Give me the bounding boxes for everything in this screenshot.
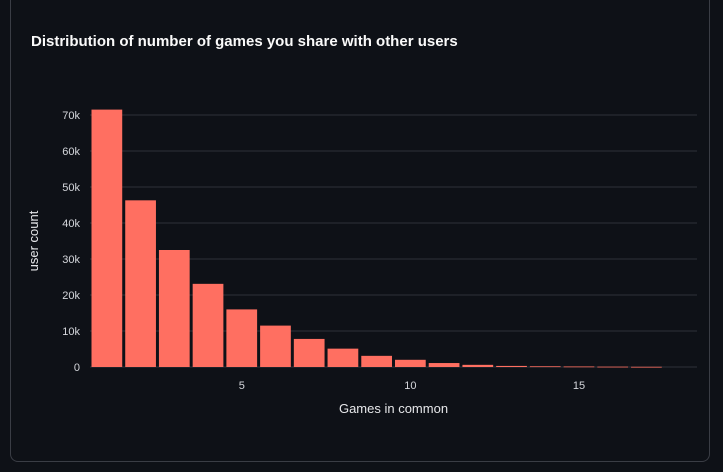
chart-title: Distribution of number of games you shar… bbox=[31, 33, 458, 50]
x-axis-label: Games in common bbox=[339, 401, 448, 416]
y-tick-label: 20k bbox=[62, 290, 80, 302]
bar[interactable] bbox=[395, 359, 426, 367]
bar[interactable] bbox=[361, 355, 392, 367]
x-tick-labels: 5 10 15 bbox=[239, 380, 585, 392]
y-tick-label: 70k bbox=[62, 110, 80, 122]
y-tick-label: 40k bbox=[62, 218, 80, 230]
y-axis-label: user count bbox=[26, 210, 41, 271]
y-tick-label: 50k bbox=[62, 182, 80, 194]
bar[interactable] bbox=[293, 338, 325, 367]
y-tick-labels: 0 10k 20k 30k 40k 50k 60k 70k bbox=[62, 110, 80, 374]
bar[interactable] bbox=[563, 366, 595, 368]
bar[interactable] bbox=[226, 309, 258, 367]
x-tick-label: 15 bbox=[573, 380, 585, 392]
chart-card: Distribution of number of games you shar… bbox=[10, 0, 710, 462]
bars bbox=[91, 109, 662, 368]
y-tick-label: 10k bbox=[62, 326, 80, 338]
x-tick-label: 5 bbox=[239, 380, 245, 392]
gridlines bbox=[90, 114, 697, 368]
bar[interactable] bbox=[91, 109, 123, 367]
bar[interactable] bbox=[462, 364, 494, 367]
bar[interactable] bbox=[597, 366, 629, 368]
bar[interactable] bbox=[631, 366, 662, 368]
x-tick-label: 10 bbox=[404, 380, 416, 392]
bar[interactable] bbox=[529, 366, 561, 368]
y-tick-label: 30k bbox=[62, 254, 80, 266]
bar[interactable] bbox=[125, 200, 156, 367]
bar[interactable] bbox=[428, 363, 460, 367]
bar[interactable] bbox=[158, 250, 190, 367]
y-tick-label: 0 bbox=[74, 362, 80, 374]
bar[interactable] bbox=[260, 325, 291, 367]
bar[interactable] bbox=[327, 348, 359, 367]
bar[interactable] bbox=[192, 283, 224, 367]
y-tick-label: 60k bbox=[62, 146, 80, 158]
bar[interactable] bbox=[496, 365, 527, 367]
